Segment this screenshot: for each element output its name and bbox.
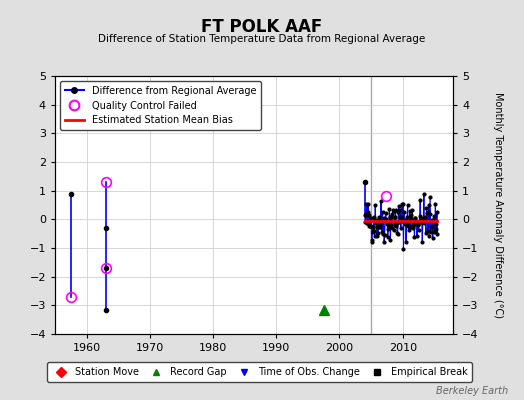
Legend: Station Move, Record Gap, Time of Obs. Change, Empirical Break: Station Move, Record Gap, Time of Obs. C…: [47, 362, 472, 382]
Text: Difference of Station Temperature Data from Regional Average: Difference of Station Temperature Data f…: [99, 34, 425, 44]
Text: FT POLK AAF: FT POLK AAF: [201, 18, 323, 36]
Text: Berkeley Earth: Berkeley Earth: [436, 386, 508, 396]
Legend: Difference from Regional Average, Quality Control Failed, Estimated Station Mean: Difference from Regional Average, Qualit…: [60, 81, 261, 130]
Y-axis label: Monthly Temperature Anomaly Difference (°C): Monthly Temperature Anomaly Difference (…: [493, 92, 503, 318]
